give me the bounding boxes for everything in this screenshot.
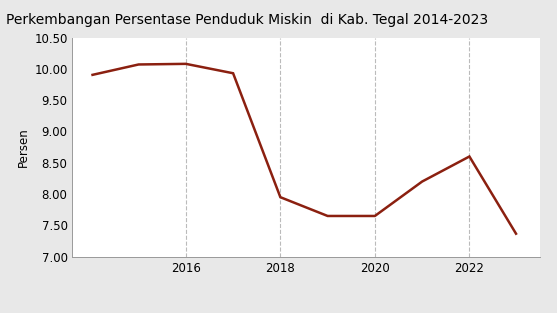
Text: Perkembangan Persentase Penduduk Miskin  di Kab. Tegal 2014-2023: Perkembangan Persentase Penduduk Miskin … xyxy=(6,13,488,27)
Kab. Tegal xyxy=(324,214,331,218)
Kab. Tegal xyxy=(229,71,236,75)
Kab. Tegal xyxy=(372,214,378,218)
Kab. Tegal xyxy=(135,63,142,66)
Kab. Tegal xyxy=(514,233,520,237)
Kab. Tegal xyxy=(277,195,284,199)
Kab. Tegal xyxy=(419,180,426,183)
Y-axis label: Persen: Persen xyxy=(17,127,30,167)
Kab. Tegal xyxy=(183,62,189,66)
Line: Kab. Tegal: Kab. Tegal xyxy=(91,64,517,235)
Kab. Tegal xyxy=(88,73,95,77)
Legend: Kab. Tegal: Kab. Tegal xyxy=(32,311,134,313)
Kab. Tegal xyxy=(466,155,473,158)
